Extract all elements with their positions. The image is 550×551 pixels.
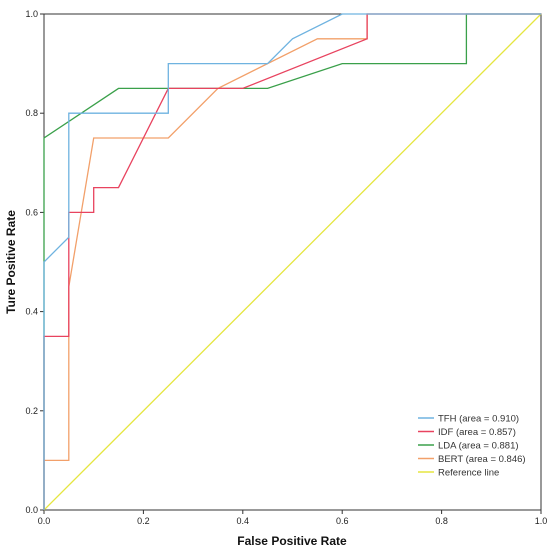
- x-tick-label: 0.2: [137, 516, 150, 526]
- legend-label-lda: LDA (area = 0.881): [438, 441, 519, 452]
- series-line-idf: [43, 13, 541, 510]
- series-line-lda: [43, 13, 541, 510]
- y-tick-label: 0.8: [25, 108, 38, 118]
- y-tick-label: 1.0: [25, 9, 38, 19]
- x-tick-label: 0.8: [435, 516, 448, 526]
- y-axis-title: Ture Positive Rate: [4, 210, 18, 314]
- legend-label-reference: Reference line: [438, 468, 499, 479]
- x-tick-label: 1.0: [535, 516, 548, 526]
- y-tick-label: 0.0: [25, 505, 38, 515]
- x-tick-label: 0.6: [336, 516, 349, 526]
- axis-ticks: 0.0 0.2 0.4 0.6 0.8 1.0 0.0 0.2 0.4 0.6 0.8 1.0: [25, 9, 547, 526]
- legend-label-bert: BERT (area = 0.846): [438, 454, 526, 465]
- series-line-reference: [43, 13, 542, 511]
- y-tick-label: 0.4: [25, 307, 38, 317]
- legend-label-tfh: TFH (area = 0.910): [438, 414, 519, 425]
- series-line-tfh: [43, 13, 541, 510]
- x-axis-title: False Positive Rate: [237, 534, 347, 548]
- y-tick-label: 0.6: [25, 207, 38, 217]
- legend-label-idf: IDF (area = 0.857): [438, 427, 516, 438]
- x-tick-label: 0.4: [237, 516, 250, 526]
- roc-curves: [43, 13, 542, 511]
- x-tick-label: 0.0: [38, 516, 51, 526]
- y-tick-label: 0.2: [25, 406, 38, 416]
- legend: TFH (area = 0.910) IDF (area = 0.857) LDA …: [418, 414, 526, 479]
